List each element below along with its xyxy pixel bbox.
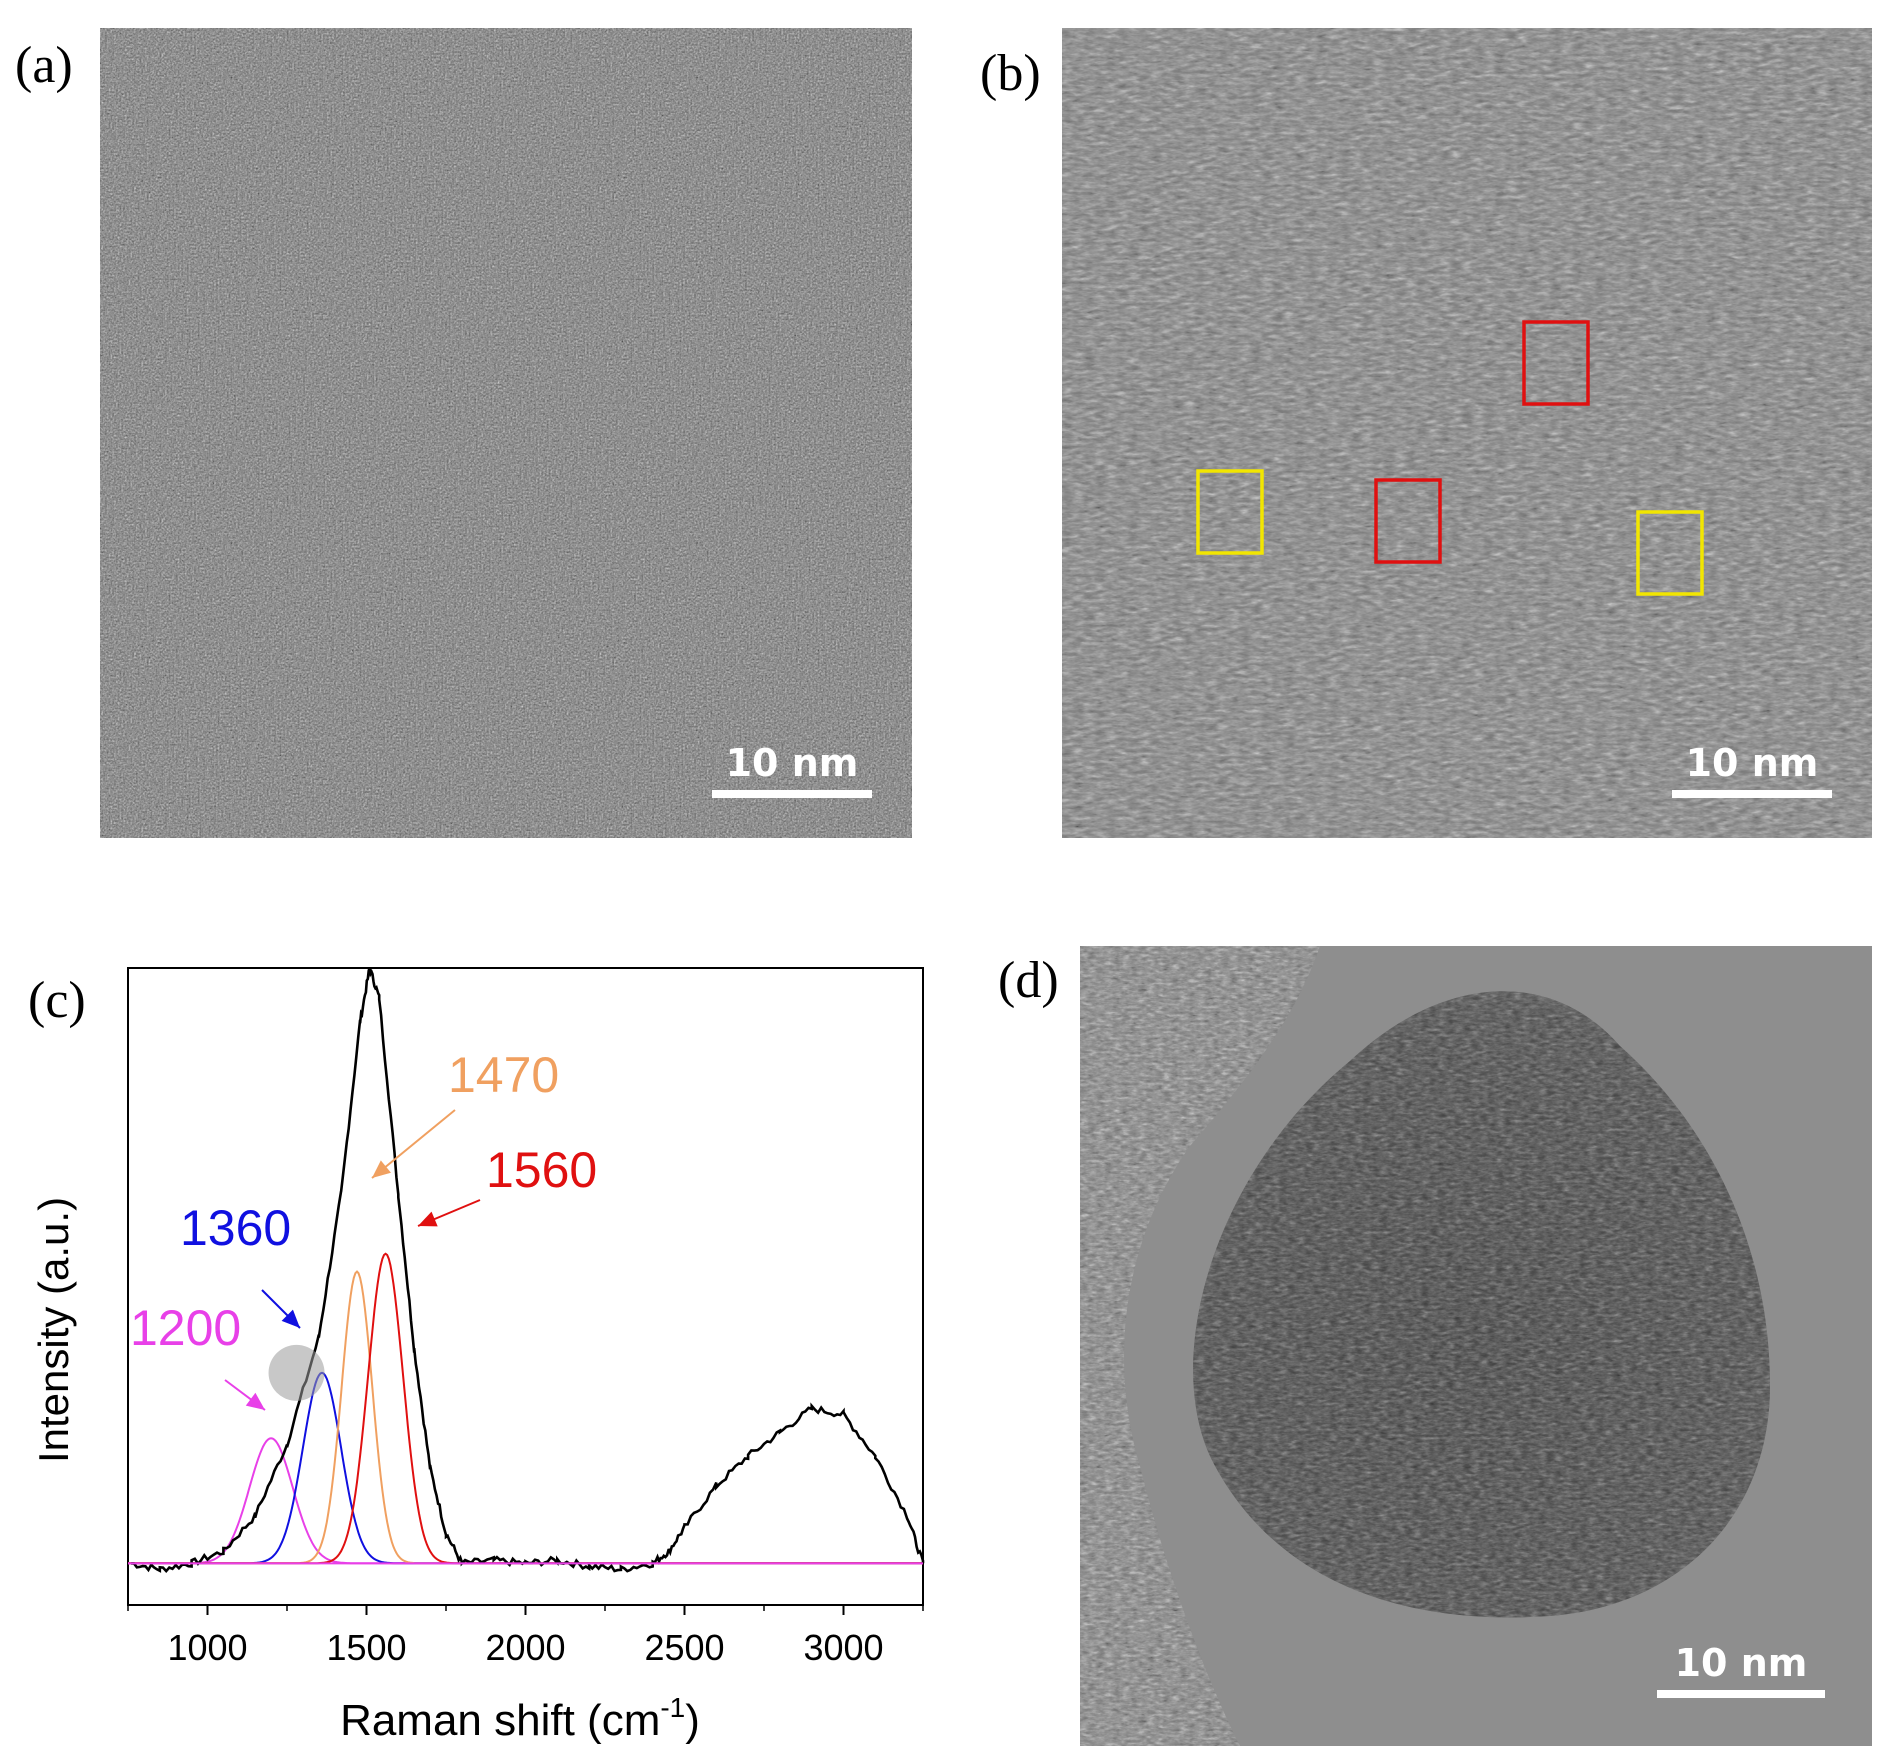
raman-spectrum-line xyxy=(131,967,925,1574)
fit-peak-1200 xyxy=(128,1437,923,1565)
annotation-arrowhead-1200 xyxy=(245,1392,265,1410)
y-axis-label: Intensity (a.u.) xyxy=(30,1197,77,1463)
scale-bar-b: 10 nm xyxy=(1672,744,1832,798)
fit-peak-1560 xyxy=(128,1252,923,1565)
annotation-label-1360: 1360 xyxy=(180,1200,291,1256)
annotation-arrowhead-1470 xyxy=(372,1160,391,1178)
panel-label-c: (c) xyxy=(28,972,86,1029)
panel-label-a: (a) xyxy=(15,37,73,94)
tem-texture-b xyxy=(1062,28,1872,838)
scale-bar-line-b xyxy=(1672,790,1832,798)
highlight-box-red-1 xyxy=(1522,320,1590,406)
x-tick-label-1000: 1000 xyxy=(167,1627,247,1668)
shoulder-marker xyxy=(268,1344,325,1401)
x-tick-label-2500: 2500 xyxy=(644,1627,724,1668)
scale-bar-line-a xyxy=(712,790,872,798)
scale-bar-label-b: 10 nm xyxy=(1685,741,1819,785)
x-axis-label-main: Raman shift (cm xyxy=(340,1696,660,1745)
scale-bar-d: 10 nm xyxy=(1657,1644,1825,1698)
scale-bar-line-d xyxy=(1657,1690,1825,1698)
tem-texture-d xyxy=(1080,946,1872,1746)
highlight-box-red-2 xyxy=(1374,478,1442,564)
tem-image-d: 10 nm xyxy=(1080,946,1872,1746)
tem-image-a: 10 nm xyxy=(100,28,912,838)
x-tick-label-1500: 1500 xyxy=(326,1627,406,1668)
x-tick-label-2000: 2000 xyxy=(485,1627,565,1668)
fit-peak-1360 xyxy=(128,1371,923,1565)
annotation-arrowhead-1360 xyxy=(281,1309,300,1328)
highlight-box-yellow-2 xyxy=(1636,510,1704,596)
annotation-label-1560: 1560 xyxy=(486,1142,597,1198)
fit-peak-1470 xyxy=(128,1270,923,1565)
raman-chart: 1000 1500 2000 2500 3000 1200 1360 1470 1560 In… xyxy=(30,967,925,1745)
x-axis-label-close: ) xyxy=(685,1696,700,1745)
x-axis-label: Raman shift (cm-1) xyxy=(340,1692,700,1745)
x-axis-label-superscript: -1 xyxy=(660,1692,685,1723)
highlight-box-yellow-1 xyxy=(1196,469,1264,555)
panel-label-b: (b) xyxy=(980,45,1041,102)
x-tick-label-3000: 3000 xyxy=(803,1627,883,1668)
tem-texture-a xyxy=(100,28,912,838)
series-group xyxy=(128,967,925,1574)
annotations: 1200 1360 1470 1560 xyxy=(130,1047,597,1411)
annotation-arrowhead-1560 xyxy=(418,1211,438,1227)
scale-bar-label-a: 10 nm xyxy=(725,741,859,785)
tem-image-b: 10 nm xyxy=(1062,28,1872,838)
panel-label-d: (d) xyxy=(998,952,1059,1009)
annotation-label-1200: 1200 xyxy=(130,1300,241,1356)
scale-bar-label-d: 10 nm xyxy=(1674,1641,1808,1685)
x-ticks: 1000 1500 2000 2500 3000 xyxy=(127,1605,924,1668)
scale-bar-a: 10 nm xyxy=(712,744,872,798)
annotation-label-1470: 1470 xyxy=(448,1047,559,1103)
